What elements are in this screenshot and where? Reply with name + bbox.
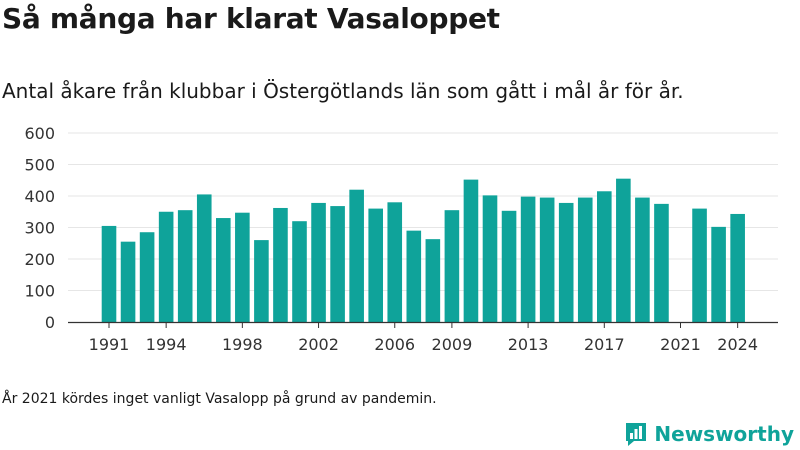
bar-2007 xyxy=(406,230,422,322)
bar-2010 xyxy=(463,179,479,322)
bar-2008 xyxy=(425,239,441,322)
bar-2014 xyxy=(539,197,555,322)
bar-2002 xyxy=(311,202,326,322)
x-tick-label: 2013 xyxy=(508,335,549,354)
bar-2024 xyxy=(730,213,745,322)
x-tick-label: 2006 xyxy=(374,335,415,354)
y-axis-ticks: 0 100 200 300 400 500 600 xyxy=(24,124,55,332)
x-tick-label: 1998 xyxy=(222,335,263,354)
bar-2015 xyxy=(558,202,574,322)
x-tick-label: 2002 xyxy=(298,335,339,354)
y-tick-label: 100 xyxy=(24,282,55,301)
bar-2009 xyxy=(444,210,460,322)
gridlines xyxy=(68,132,778,291)
brand-name: Newsworthy xyxy=(654,422,794,446)
bar-2016 xyxy=(577,197,593,322)
bar-1996 xyxy=(196,194,212,322)
x-tick-label: 2017 xyxy=(584,335,625,354)
bar-2020 xyxy=(654,203,669,322)
x-tick-label: 2024 xyxy=(717,335,758,354)
bar-1998 xyxy=(235,212,250,322)
bars xyxy=(101,178,745,322)
bar-2022 xyxy=(692,208,707,322)
bar-2004 xyxy=(349,189,364,322)
bar-2000 xyxy=(273,207,288,322)
bar-2018 xyxy=(616,178,631,322)
bar-2005 xyxy=(368,208,383,322)
chart-subtitle: Antal åkare från klubbar i Östergötlands… xyxy=(2,79,684,103)
x-tick-label: 1994 xyxy=(146,335,187,354)
y-tick-label: 200 xyxy=(24,250,55,269)
bar-1995 xyxy=(177,210,193,322)
x-tick-label: 2021 xyxy=(660,335,701,354)
y-tick-label: 300 xyxy=(24,219,55,238)
x-axis-ticks: 1991 1994 1998 2002 2006 2009 2013 2017 2021 2024 xyxy=(89,322,758,354)
bar-1999 xyxy=(254,240,269,322)
bar-2011 xyxy=(482,195,498,322)
bar-2006 xyxy=(387,202,403,322)
bar-1993 xyxy=(139,232,155,322)
brand-logo: Newsworthy xyxy=(624,419,794,449)
bar-2013 xyxy=(520,196,536,322)
bar-2023 xyxy=(711,226,726,322)
bar-2017 xyxy=(597,191,612,322)
footnote: År 2021 kördes inget vanligt Vasalopp på… xyxy=(2,391,437,407)
bar-2001 xyxy=(292,221,307,322)
bar-1992 xyxy=(120,241,136,322)
y-tick-label: 600 xyxy=(24,124,55,143)
bar-1997 xyxy=(216,218,231,322)
bar-chart: 0 100 200 300 400 500 600 1991 1994 1998 2002 2006… xyxy=(24,124,778,354)
x-tick-label: 1991 xyxy=(89,335,130,354)
bar-2003 xyxy=(330,206,345,322)
y-tick-label: 500 xyxy=(24,156,55,175)
x-tick-label: 2009 xyxy=(432,335,473,354)
bar-chart-logo-icon xyxy=(626,423,647,446)
y-tick-label: 400 xyxy=(24,187,55,206)
bar-1991 xyxy=(101,225,117,322)
bar-1994 xyxy=(158,211,174,322)
y-tick-label: 0 xyxy=(45,313,55,332)
chart-title: Så många har klarat Vasaloppet xyxy=(2,2,500,35)
bar-2019 xyxy=(635,197,650,322)
bar-2012 xyxy=(501,210,517,322)
